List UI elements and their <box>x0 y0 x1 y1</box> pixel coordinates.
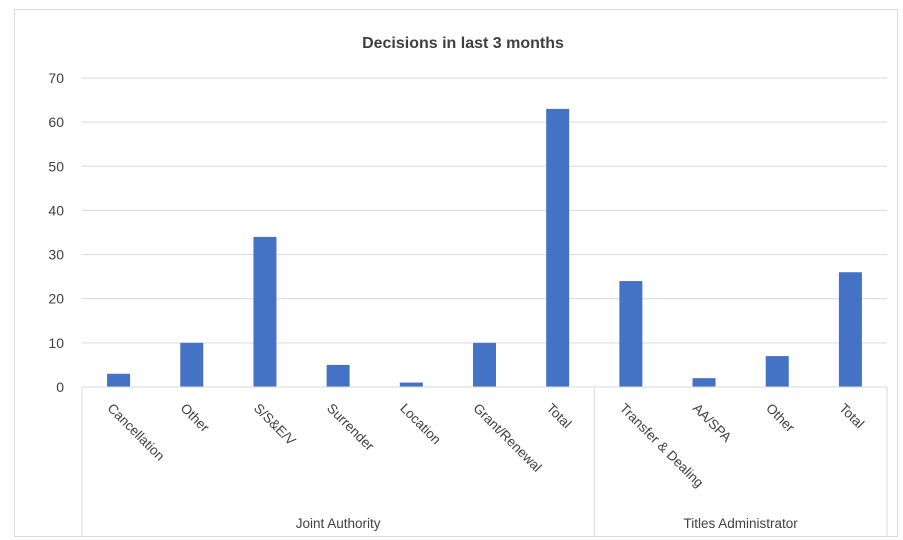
x-category-label: Location <box>397 401 444 448</box>
y-tick-label: 0 <box>56 379 64 395</box>
y-tick-label: 20 <box>48 291 64 307</box>
group-labels: Joint Authority Titles Administrator <box>296 516 799 531</box>
group-label: Titles Administrator <box>683 516 798 531</box>
x-category-label: S/S&E/V <box>251 401 299 449</box>
bar <box>107 373 131 387</box>
bar <box>253 236 277 387</box>
bar <box>838 272 862 387</box>
x-category-label: Total <box>544 401 575 432</box>
x-category-label: Cancellation <box>104 401 167 464</box>
bars <box>107 108 862 388</box>
x-category-label: Surrender <box>324 401 377 454</box>
x-axis <box>81 386 888 537</box>
bar <box>473 342 496 387</box>
category-labels: Cancellation Other S/S&E/V Surrender Locatio… <box>104 401 867 491</box>
x-category-label: Grant/Renewal <box>470 401 544 475</box>
y-tick-label: 60 <box>48 114 64 130</box>
y-axis-ticks: 0 10 20 30 40 50 60 70 <box>48 70 64 395</box>
bar <box>546 108 570 388</box>
chart-title: Decisions in last 3 months <box>362 35 564 52</box>
y-tick-label: 30 <box>48 247 64 263</box>
bar <box>619 281 643 387</box>
y-tick-label: 40 <box>48 202 64 218</box>
x-category-label: Total <box>836 401 867 432</box>
x-category-label: AA/SPA <box>690 401 734 445</box>
chart-area <box>14 9 898 537</box>
bar <box>692 378 716 387</box>
gridlines <box>82 77 887 344</box>
x-category-label: Other <box>763 401 798 436</box>
bar <box>399 382 423 387</box>
group-label: Joint Authority <box>296 516 381 531</box>
y-tick-label: 10 <box>48 335 64 351</box>
bar <box>765 356 789 387</box>
bar <box>180 342 204 387</box>
bar <box>326 364 350 387</box>
y-tick-label: 70 <box>48 70 64 86</box>
y-tick-label: 50 <box>48 158 64 174</box>
x-category-label: Other <box>178 401 213 436</box>
